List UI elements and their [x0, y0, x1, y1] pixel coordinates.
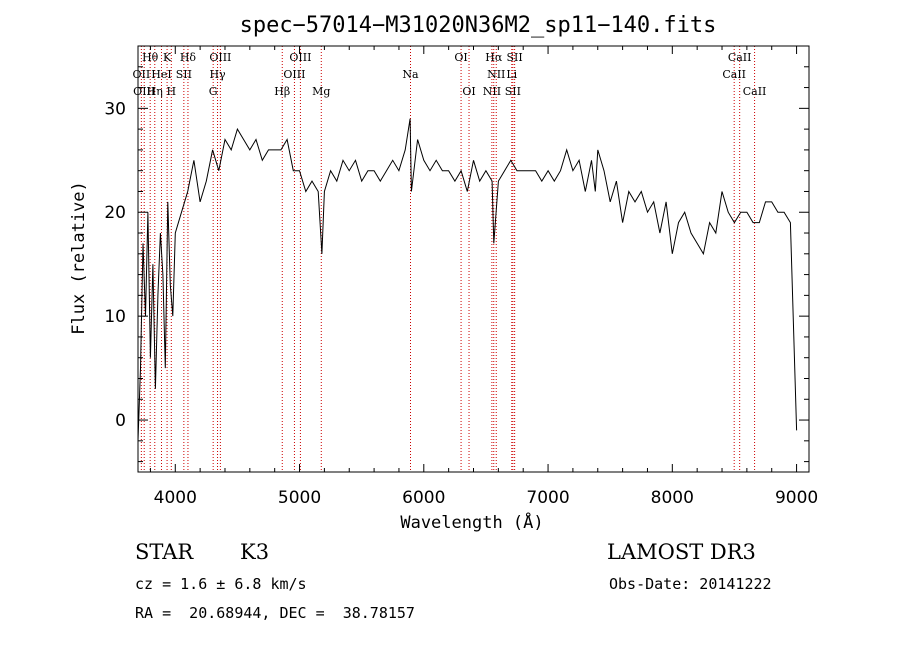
y-tick-label: 20: [104, 203, 126, 223]
emission-line-label: SII: [505, 85, 521, 98]
survey-name: LAMOST DR3: [607, 540, 756, 564]
emission-line-label: K: [163, 51, 172, 64]
emission-line-label: OI: [462, 85, 475, 98]
emission-line-label: CaII: [743, 85, 767, 98]
emission-line-label: CaII: [728, 51, 752, 64]
x-tick-label: 8000: [651, 488, 694, 508]
emission-line-label: NII: [487, 68, 505, 81]
object-subclass: K3: [240, 540, 270, 564]
emission-line-label: OI: [454, 51, 467, 64]
emission-line-label: OII: [132, 68, 150, 81]
x-tick-label: 4000: [154, 488, 197, 508]
x-tick-label: 7000: [526, 488, 569, 508]
emission-line-label: OIII: [289, 51, 311, 64]
y-tick-label: 0: [115, 411, 126, 431]
emission-line-label: Li: [506, 68, 517, 81]
observation-date: Obs-Date: 20141222: [609, 575, 772, 593]
plot-frame: [137, 45, 810, 473]
emission-line-label: Hβ: [274, 85, 290, 98]
chart-title: spec−57014−M31020N36M2_sp11−140.fits: [240, 13, 717, 38]
emission-line-label: Hγ: [209, 68, 226, 81]
emission-line-label: NII: [483, 85, 501, 98]
emission-line-label: SII: [176, 68, 192, 81]
emission-line-label: OIII: [133, 85, 155, 98]
redshift-info: cz = 1.6 ± 6.8 km/s: [135, 575, 307, 593]
emission-line-label: Hη: [147, 85, 163, 98]
emission-line-markers: [140, 46, 756, 472]
x-tick-label: 5000: [278, 488, 321, 508]
emission-line-label: Mg: [312, 85, 330, 98]
emission-line-labels: Hθ K Hδ OIII OIII OI Hα SII CaII OII HeI SII Hγ OIII N…: [132, 51, 766, 98]
x-tick-label: 6000: [402, 488, 445, 508]
y-axis-label: Flux (relative): [69, 181, 89, 335]
emission-line-label: H: [167, 85, 177, 98]
emission-line-label: OIII: [209, 51, 231, 64]
emission-line-label: Na: [402, 68, 419, 81]
emission-line-label: OIII: [283, 68, 305, 81]
emission-line-label: Hα: [485, 51, 503, 64]
y-tick-label: 10: [104, 307, 126, 327]
emission-line-label: Hδ: [180, 51, 197, 64]
emission-line-label: Hθ: [142, 51, 159, 64]
emission-line-label: SII: [507, 51, 523, 64]
object-class: STAR: [135, 540, 194, 564]
x-tick-label: 9000: [775, 488, 818, 508]
spectrum-line: [137, 118, 798, 441]
y-tick-label: 30: [104, 99, 126, 119]
x-axis-label: Wavelength (Å): [400, 511, 543, 533]
coordinates: RA = 20.68944, DEC = 38.78157: [135, 604, 415, 622]
emission-line-label: G: [209, 85, 218, 98]
x-axis-ticks: 4000 5000 6000 7000 8000 9000: [149, 46, 818, 508]
y-axis-ticks: 0 10 20 30: [104, 45, 809, 463]
emission-line-label: CaII: [722, 68, 746, 81]
emission-line-label: HeI: [151, 68, 171, 81]
